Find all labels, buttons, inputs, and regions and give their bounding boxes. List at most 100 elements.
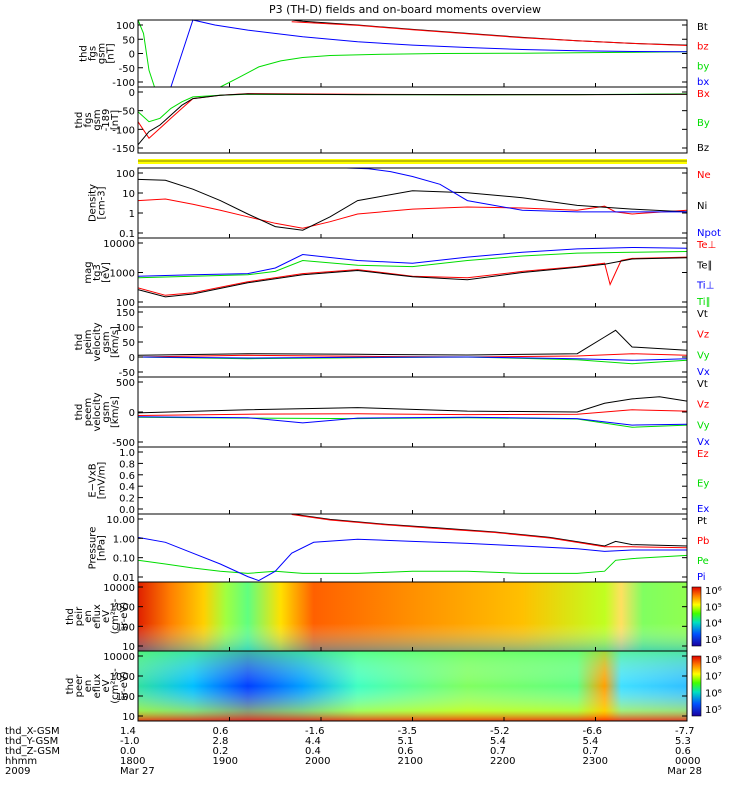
colorbar-tick-label: 10⁷ [705,672,722,683]
panel-5: Vt Vz Vy Vx 150 100 50 0 -50 thdpeimvelocitygsm[k… [74,306,710,379]
quality-band [138,159,687,164]
legend-label: by [697,61,709,72]
y-axis-label: gsm [97,43,108,64]
y-axis-label: sr-eV) [119,671,130,700]
y-tick-label: 100 [116,21,135,32]
y-axis-label: fgs [83,112,94,127]
y-tick-label: 0.10 [113,554,135,565]
legend-label: Npot [697,228,721,239]
legend-label: Ez [697,449,709,460]
x-axis-row-name: thd_X-GSM [5,726,60,737]
y-axis-label: eflux [92,674,103,699]
x-axis-row-value: 5.3 [675,736,691,747]
y-tick-label: 0 [129,408,135,419]
y-axis-label: velocity [92,322,103,361]
y-tick-label: 0.8 [119,459,135,470]
y-axis-label: mag [83,261,94,283]
y-axis-label: Density [88,184,99,222]
y-tick-label: 10.00 [106,515,135,526]
x-axis-row-value: -1.6 [305,726,325,737]
y-tick-label: 0.0 [119,505,135,516]
colorbar-tick-label: 10³ [705,635,722,646]
y-axis-label: [nT] [110,110,121,130]
x-axis-row-value: 0.0 [120,746,136,757]
y-tick-label: 1000 [110,672,135,683]
y-tick-label: -150 [112,144,135,155]
y-axis-label: thd [79,45,90,62]
legend-label: By [697,118,710,129]
legend-label: Vy [697,350,710,361]
x-axis-row-value: -7.7 [675,726,695,737]
series-line-Bz [137,93,688,146]
y-axis-label: thd [65,608,76,625]
legend-label: Pe [697,556,709,567]
y-axis-label: gsm [101,401,112,422]
y-axis-label: sr-eV) [119,602,130,631]
legend-label: Bz [697,143,709,154]
y-tick-label: 0 [129,88,135,99]
series-line-Pe [137,554,688,574]
panel-frame [137,446,688,515]
y-axis-label: en [83,680,94,693]
y-axis-label: thd [65,678,76,695]
y-tick-label: 0.6 [119,471,135,482]
panel-2 [138,159,687,164]
series-line-Vx [137,356,688,361]
y-tick-label: 10000 [103,583,135,594]
colorbar-tick-label: 10⁵ [705,705,722,716]
y-axis-label: peir [74,606,85,626]
panel-7: Ez Ey Ex 1.00.80.60.40.20.0 E−VxB[mV/m] [88,446,709,516]
panel-8: Pt Pb Pe Pi 10.00 1.00 0.10 0.01 Pressure[nPa] [88,513,709,584]
y-tick-label: 10 [122,712,135,723]
y-tick-label: 1.00 [113,534,135,545]
x-axis-row-name: thd_Y-GSM [5,736,58,747]
x-axis-time: 1800 [120,756,145,767]
page-title: P3 (TH-D) fields and on-board moments ov… [269,3,541,16]
series-line-By [137,93,688,123]
y-axis-label: [mV/m] [97,462,108,500]
colorbar-tick-label: 10⁵ [705,602,722,613]
y-tick-label: 10000 [103,652,135,663]
y-axis-label: peer [74,674,85,698]
y-tick-label: 500 [116,378,135,389]
y-axis-label: eflux [92,604,103,629]
panel-frame [137,513,688,583]
panel-9: 10⁶ 10⁵ 10⁴ 10³ 10000 1000 100 10 thdpeireneflux… [65,581,722,653]
x-axis-time: 2100 [398,756,423,767]
y-tick-label: -100 [112,78,135,89]
legend-label: Pi [697,572,706,583]
y-tick-label: 0.1 [119,229,135,240]
y-axis-label: [nPa] [97,535,108,561]
y-axis-label: (cm²-s- [110,668,121,704]
x-axis-row-value: 5.1 [398,736,414,747]
colorbar-tick-label: 10⁶ [705,586,722,597]
y-axis-label: [km/s] [110,326,121,358]
series-line-Ti⊥ [137,246,688,277]
y-tick-label: 150 [116,308,135,319]
y-axis-label: Pressure [88,527,99,570]
series-line-Pb [291,514,688,549]
series-line-Vx [137,416,688,426]
legend-label: Vt [697,309,708,320]
series-line-Npot [346,167,687,213]
x-axis-time: 1900 [213,756,238,767]
legend-label: Ti⊥ [696,281,714,292]
series-line-Te⊥ [137,256,688,296]
panel-3: Ne Ni Npot 100 10 1 0.1 Density[cm-3] [88,167,721,240]
y-tick-label: 100 [116,298,135,309]
x-axis-date: Mar 28 [667,766,702,777]
y-axis-label: peem [83,398,94,426]
legend-label: Ti∥ [696,297,711,308]
panel-frame [137,86,688,154]
y-axis-label: gsm [101,331,112,352]
x-axis-time: 0000 [675,756,700,767]
y-tick-label: 100 [116,323,135,334]
y-tick-label: 100 [116,169,135,180]
x-axis-row-value: 0.6 [213,726,229,737]
x-axis-row-value: 0.6 [675,746,691,757]
y-tick-label: 0.2 [119,494,135,505]
x-axis-row-value: -6.6 [583,726,603,737]
legend-label: Bt [697,22,708,33]
